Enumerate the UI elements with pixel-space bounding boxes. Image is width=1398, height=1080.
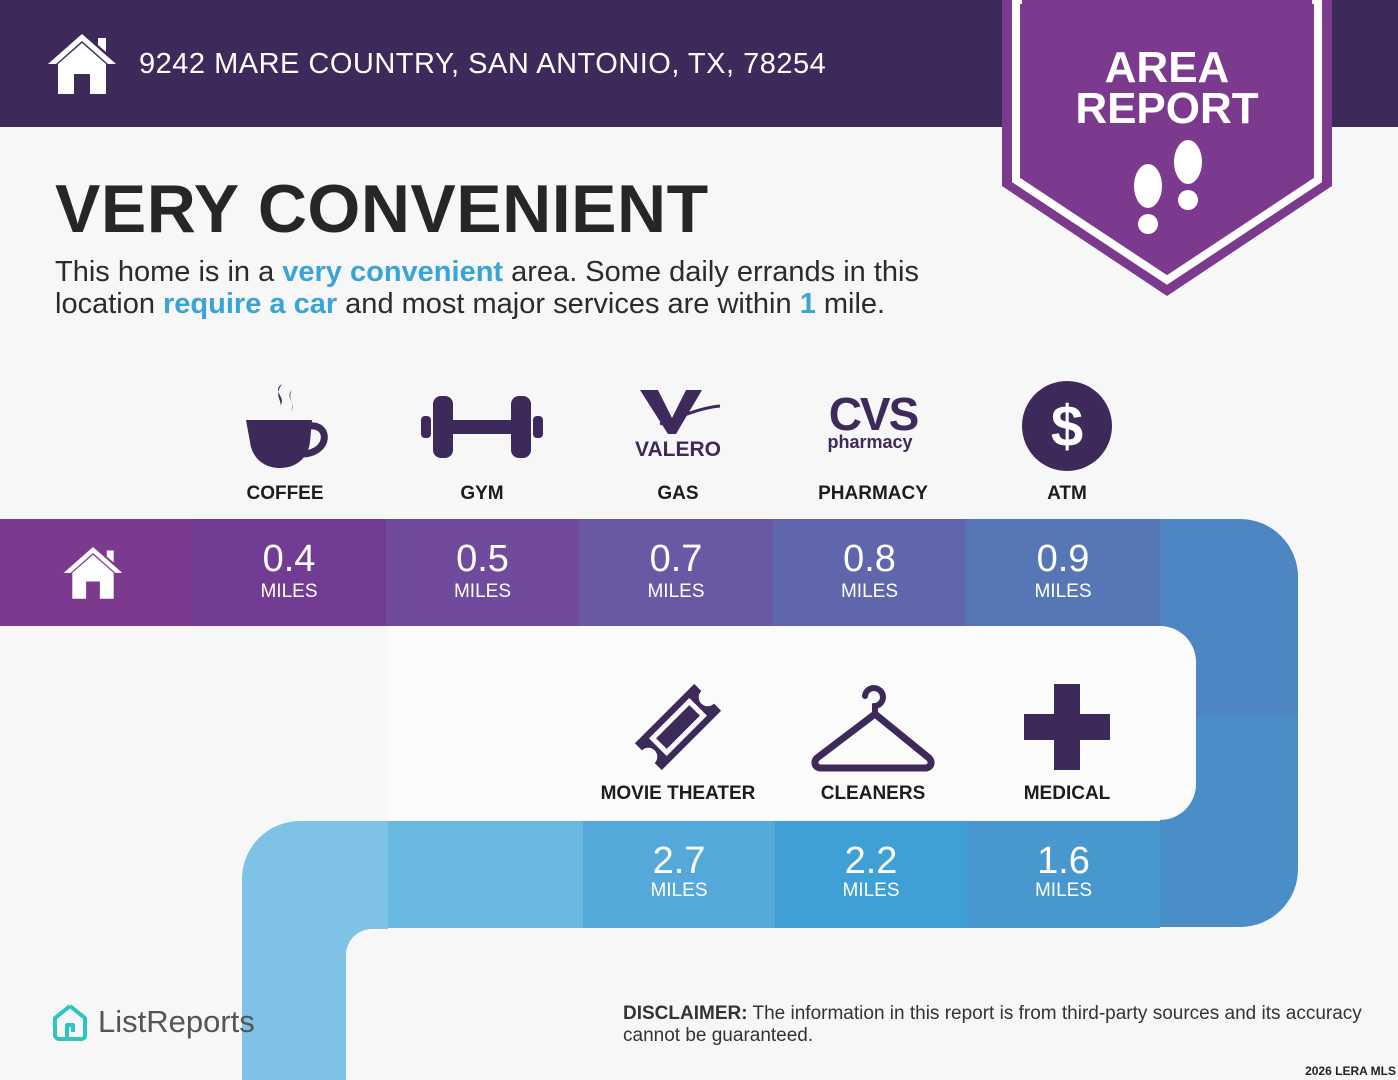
distance-gas: 0.7 MILES (579, 519, 773, 626)
category-label: ATM (1047, 483, 1087, 504)
distance-value: 2.7 (652, 840, 706, 882)
distance-unit: MILES (647, 581, 705, 602)
category-coffee: COFFEE (190, 380, 380, 510)
distance-value: 0.5 (456, 538, 509, 580)
distance-pharmacy: 0.8 MILES (773, 519, 966, 626)
category-label: GYM (460, 483, 504, 504)
path-segment (388, 821, 583, 928)
area-report-badge: AREA REPORT (1002, 0, 1332, 296)
cvs-logo-subtext: pharmacy (827, 432, 912, 452)
distance-atm: 0.9 MILES (966, 519, 1160, 626)
distance-unit: MILES (1034, 581, 1092, 602)
distance-unit: MILES (650, 880, 708, 901)
disclaimer: DISCLAIMER: The information in this repo… (623, 1003, 1362, 1046)
listreports-logo: ListReports (52, 1002, 255, 1042)
page-title: VERY CONVENIENT (55, 171, 709, 247)
svg-text:$: $ (1051, 394, 1083, 459)
cvs-logo-text: CVS (829, 390, 918, 440)
distance-value: 1.6 (1037, 840, 1090, 882)
category-gym: GYM (387, 380, 577, 510)
house-icon (48, 34, 116, 94)
footprints-icon (1134, 140, 1202, 234)
ticket-icon (634, 683, 722, 771)
valero-logo-icon: VALERO (635, 390, 721, 460)
copyright-notice: 2026 LERA MLS (1305, 1064, 1396, 1078)
valero-logo-text: VALERO (635, 438, 721, 460)
category-label: GAS (657, 483, 699, 504)
distance-unit: MILES (1034, 880, 1093, 901)
category-label: CLEANERS (820, 783, 926, 804)
category-label: MOVIE THEATER (600, 783, 756, 804)
dollar-icon: $ (1022, 381, 1112, 471)
house-icon (63, 547, 123, 599)
distance-value: 0.8 (843, 538, 896, 580)
distance-gym: 0.5 MILES (386, 519, 579, 626)
distance-value: 0.9 (1036, 538, 1090, 580)
dumbbell-icon (421, 396, 543, 458)
distance-value: 2.2 (844, 840, 898, 882)
coffee-cup-icon (246, 384, 328, 468)
distance-coffee: 0.4 MILES (192, 519, 386, 626)
listreports-logo-icon (53, 1004, 87, 1041)
category-pharmacy: CVS pharmacy PHARMACY (778, 380, 968, 510)
category-label: PHARMACY (818, 483, 928, 504)
category-label: COFFEE (246, 483, 324, 504)
property-address: 9242 MARE COUNTRY, SAN ANTONIO, TX, 7825… (139, 48, 827, 80)
distance-unit: MILES (260, 581, 318, 602)
distance-movie-theater: 2.7 MILES (583, 821, 775, 928)
distance-medical: 1.6 MILES (967, 821, 1160, 928)
distance-unit: MILES (453, 581, 512, 602)
badge-line-1: AREA (1104, 43, 1230, 92)
category-gas: VALERO GAS (583, 380, 773, 510)
medical-cross-icon (1024, 684, 1110, 770)
category-atm: $ ATM (972, 380, 1162, 510)
home-cell (0, 519, 192, 626)
category-medical: MEDICAL (972, 680, 1162, 810)
distance-value: 0.7 (649, 538, 703, 580)
distance-cleaners: 2.2 MILES (775, 821, 967, 928)
distance-unit: MILES (840, 581, 899, 602)
listreports-logo-text: ListReports (98, 1004, 255, 1039)
category-movie-theater: MOVIE THEATER (583, 680, 773, 810)
summary-text: This home is in a very convenient area. … (55, 256, 919, 320)
hanger-icon (811, 685, 935, 772)
distance-unit: MILES (842, 880, 900, 901)
distance-value: 0.4 (262, 538, 316, 580)
badge-line-2: REPORT (1075, 84, 1259, 133)
category-cleaners: CLEANERS (778, 680, 968, 810)
category-label: MEDICAL (1023, 783, 1111, 804)
cvs-pharmacy-logo-icon: CVS pharmacy (827, 390, 919, 452)
